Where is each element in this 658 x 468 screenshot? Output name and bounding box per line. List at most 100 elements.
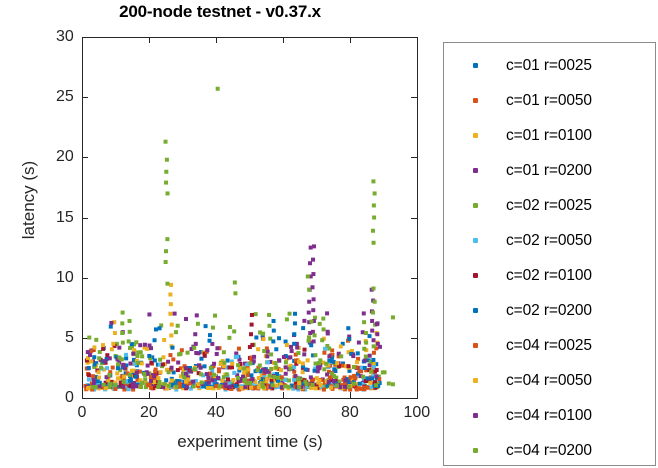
legend-item[interactable]: c=04 r=0100 xyxy=(444,398,655,433)
data-point xyxy=(365,376,370,381)
data-point xyxy=(114,341,119,346)
x-tick-label: 40 xyxy=(207,404,225,421)
data-point-spike xyxy=(267,323,272,328)
data-point xyxy=(377,377,382,382)
legend-item[interactable]: c=04 r=0050 xyxy=(444,363,655,398)
data-point xyxy=(372,380,377,385)
data-point xyxy=(257,383,262,388)
data-point xyxy=(124,363,129,368)
data-point xyxy=(250,381,255,386)
data-point xyxy=(349,349,354,353)
data-point xyxy=(104,375,109,380)
data-point xyxy=(322,350,327,355)
data-point xyxy=(106,378,111,383)
data-point xyxy=(157,379,162,384)
data-point-spike xyxy=(169,333,174,338)
data-point xyxy=(300,361,305,366)
data-point xyxy=(261,331,266,336)
legend-item[interactable]: c=02 r=0050 xyxy=(444,223,655,258)
legend-item[interactable]: c=01 r=0200 xyxy=(444,153,655,188)
data-point xyxy=(297,385,302,390)
data-point xyxy=(147,353,152,358)
data-point xyxy=(362,346,367,351)
data-point xyxy=(283,365,288,370)
data-point xyxy=(220,378,225,383)
data-point xyxy=(123,366,128,371)
data-point-spike xyxy=(227,325,232,329)
legend-item[interactable]: c=02 r=0100 xyxy=(444,258,655,293)
data-point xyxy=(134,370,139,375)
data-point xyxy=(202,353,207,358)
data-point-spike xyxy=(227,335,232,340)
data-point-spike xyxy=(271,318,276,323)
data-point xyxy=(235,373,240,378)
data-point xyxy=(211,376,216,381)
data-point xyxy=(224,372,229,377)
data-point xyxy=(149,346,154,351)
data-point xyxy=(199,356,204,361)
data-point xyxy=(115,366,120,371)
data-point xyxy=(362,365,367,370)
data-point xyxy=(182,375,187,380)
data-point-spike xyxy=(321,327,326,332)
legend-item[interactable]: c=01 r=0100 xyxy=(444,118,655,153)
data-point xyxy=(127,378,132,383)
data-point xyxy=(183,366,188,371)
data-point xyxy=(327,354,332,359)
x-tick-label: 80 xyxy=(341,404,359,421)
data-point xyxy=(313,386,318,391)
data-point xyxy=(98,365,103,370)
data-point xyxy=(142,345,147,350)
data-point-spike xyxy=(320,338,325,343)
legend-item[interactable]: c=04 r=0025 xyxy=(444,328,655,363)
data-point xyxy=(249,355,254,360)
data-point xyxy=(238,378,243,383)
data-point xyxy=(262,373,267,378)
data-point xyxy=(212,361,217,366)
data-point xyxy=(293,352,298,357)
data-point xyxy=(115,371,120,376)
legend-item[interactable]: c=02 r=0025 xyxy=(444,188,655,223)
data-point xyxy=(296,360,301,365)
data-point xyxy=(101,382,106,387)
legend-label: c=01 r=0100 xyxy=(506,126,592,144)
data-point xyxy=(289,344,294,349)
legend-label: c=01 r=0050 xyxy=(506,91,592,109)
data-point xyxy=(173,330,178,335)
data-point xyxy=(122,387,127,392)
data-point-spike xyxy=(371,286,376,291)
legend-marker-cell xyxy=(444,203,506,208)
data-point xyxy=(267,373,272,378)
data-point xyxy=(306,338,311,343)
data-point-spike xyxy=(308,274,313,279)
data-point xyxy=(294,358,299,363)
data-point xyxy=(85,350,90,355)
data-point-spike xyxy=(249,322,254,327)
data-point xyxy=(317,386,322,391)
data-point xyxy=(92,355,97,360)
data-point xyxy=(125,379,130,384)
data-point xyxy=(359,365,364,370)
data-point xyxy=(198,365,203,370)
data-point xyxy=(126,387,131,392)
data-point xyxy=(138,378,143,383)
data-point xyxy=(229,365,234,370)
data-point xyxy=(183,371,188,376)
data-point xyxy=(114,355,119,360)
data-point xyxy=(360,330,365,335)
data-point xyxy=(164,367,169,372)
data-point-spike xyxy=(305,274,310,279)
legend-item[interactable]: c=02 r=0200 xyxy=(444,293,655,328)
data-point xyxy=(366,358,371,363)
legend-item[interactable]: c=01 r=0025 xyxy=(444,48,655,83)
data-point xyxy=(279,368,284,373)
data-point xyxy=(93,385,98,390)
data-point xyxy=(318,358,323,363)
legend-item[interactable]: c=04 r=0200 xyxy=(444,433,655,468)
data-point xyxy=(235,376,240,381)
legend-item[interactable]: c=01 r=0050 xyxy=(444,83,655,118)
data-point xyxy=(177,384,182,389)
data-point-spike xyxy=(371,203,376,208)
data-point xyxy=(338,344,343,349)
data-point xyxy=(201,383,206,388)
